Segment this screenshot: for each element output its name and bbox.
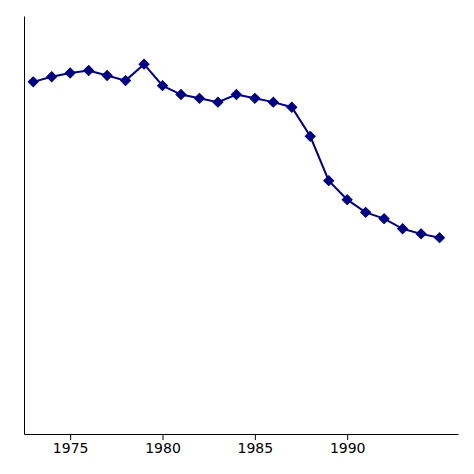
marker xyxy=(102,71,112,81)
chart: 1975 1980 1985 1990 xyxy=(0,0,474,474)
x-tick-label: 1985 xyxy=(238,440,274,456)
x-tick: 1990 xyxy=(330,434,366,456)
x-tick: 1975 xyxy=(53,434,89,456)
line xyxy=(33,64,439,238)
marker xyxy=(361,207,371,217)
y-axis xyxy=(24,17,25,435)
marker xyxy=(379,214,389,224)
marker xyxy=(139,59,149,69)
x-tick-label: 1975 xyxy=(53,440,89,456)
marks xyxy=(28,59,444,243)
marker xyxy=(176,90,186,100)
x-axis-line xyxy=(25,434,459,435)
marker xyxy=(158,81,168,91)
plot: 1975 1980 1985 1990 xyxy=(25,17,459,456)
marker xyxy=(121,76,131,86)
marker xyxy=(305,131,315,141)
marker xyxy=(47,72,57,82)
x-tick: 1985 xyxy=(238,434,274,456)
marker xyxy=(213,97,223,107)
marker xyxy=(84,65,94,75)
marker xyxy=(287,102,297,112)
marker xyxy=(28,77,38,87)
marker xyxy=(194,93,204,103)
y-axis-line xyxy=(24,17,25,435)
marker xyxy=(231,90,241,100)
marker xyxy=(65,68,75,78)
marker xyxy=(342,195,352,205)
marker xyxy=(435,233,445,243)
x-tick-label: 1990 xyxy=(330,440,366,456)
marker xyxy=(250,93,260,103)
x-tick: 1980 xyxy=(145,434,181,456)
x-tick-label: 1980 xyxy=(145,440,181,456)
marker xyxy=(416,229,426,239)
marker xyxy=(324,176,334,186)
x-axis: 1975 1980 1985 1990 xyxy=(25,434,459,456)
marker xyxy=(268,97,278,107)
marker xyxy=(398,224,408,234)
